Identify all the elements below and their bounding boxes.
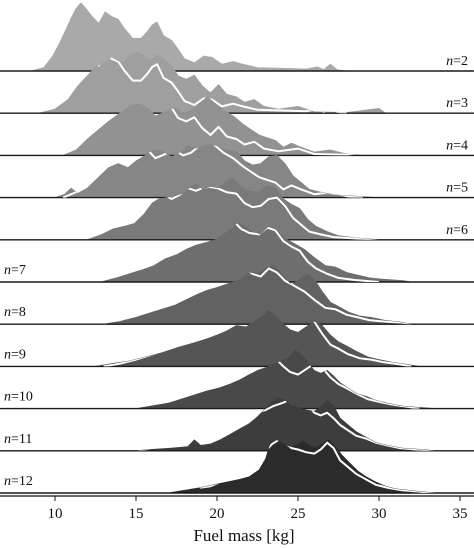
x-tick-label: 20: [210, 506, 225, 522]
x-tick-label: 30: [372, 506, 387, 522]
series-label-n-7: n=7: [4, 263, 26, 278]
ridge-n-3: [0, 51, 474, 114]
ridge-overlay-line: [38, 52, 347, 114]
series-label-n-3: n=3: [446, 96, 468, 111]
ridges-group: [0, 2, 474, 494]
series-label-n-10: n=10: [4, 390, 33, 405]
ridge-area: [95, 310, 420, 367]
series-labels-group: n=2 n=3 n=4 n=5 n=6 n=7 n=8 n=9 n=10 n=11 n=12: [4, 54, 468, 489]
x-tick-label: 25: [291, 506, 306, 522]
x-tick-label: 15: [129, 506, 144, 522]
ridge-area: [54, 144, 380, 198]
x-axis-label: Fuel mass [kg]: [193, 526, 294, 545]
ridge-area: [38, 51, 387, 114]
ridge-n-2: [0, 2, 474, 72]
series-label-n-4: n=4: [446, 138, 468, 153]
x-tick-label: 35: [453, 506, 468, 522]
x-axis: 10 15 20 25 30 35: [0, 495, 474, 522]
series-label-n-8: n=8: [4, 305, 26, 320]
ridge-n-11: [0, 397, 474, 452]
ridge-area: [87, 178, 380, 241]
series-label-n-5: n=5: [446, 181, 468, 196]
series-label-n-11: n=11: [4, 432, 32, 447]
ridge-area: [62, 96, 363, 156]
ridge-area: [30, 2, 347, 72]
ridge-n-7: [0, 221, 474, 283]
series-label-n-9: n=9: [4, 347, 26, 362]
x-tick-label: 10: [48, 506, 63, 522]
series-label-n-2: n=2: [446, 54, 468, 69]
series-label-n-12: n=12: [4, 474, 33, 489]
series-label-n-6: n=6: [446, 223, 468, 238]
